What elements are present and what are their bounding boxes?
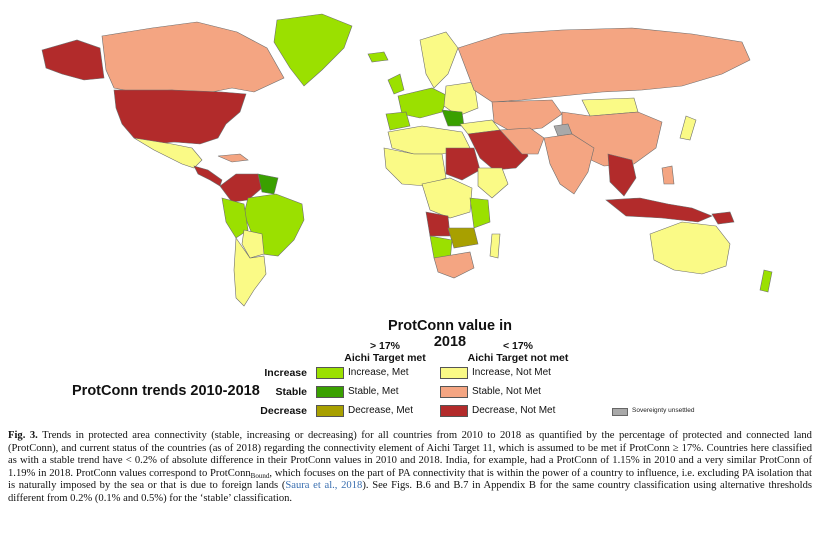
- region-se-asia: [607, 153, 637, 197]
- region-east-europe: [443, 81, 479, 117]
- region-russia: [457, 27, 751, 103]
- legend-col-not-met: < 17% Aichi Target not met: [458, 340, 578, 364]
- region-southern-cone: [233, 237, 267, 307]
- region-canada: [101, 21, 285, 95]
- region-iceland: [367, 51, 389, 63]
- region-central-asia: [491, 99, 563, 133]
- label-increase-met: Increase, Met: [348, 367, 409, 378]
- legend-row-stable: Stable: [275, 386, 307, 398]
- region-west-africa: [383, 147, 447, 187]
- caption-subscript: Bound: [250, 471, 270, 480]
- region-central-africa: [421, 177, 473, 219]
- caption-text-1: Trends in protected area connectivity (s…: [8, 430, 812, 479]
- region-balkans: [441, 109, 465, 127]
- region-india: [543, 133, 595, 195]
- region-iberia: [385, 111, 411, 131]
- region-australia: [649, 221, 731, 275]
- region-usa: [113, 89, 247, 145]
- swatch-decrease-met: [316, 405, 344, 417]
- region-iran: [499, 127, 545, 155]
- figure-caption: Fig. 3. Trends in protected area connect…: [8, 430, 812, 506]
- legend-col-met-threshold: > 17%: [369, 340, 401, 352]
- region-uk: [387, 73, 405, 95]
- swatch-increase-met: [316, 367, 344, 379]
- caption-citation-link[interactable]: Saura et al., 2018: [285, 480, 363, 492]
- region-png: [711, 211, 735, 225]
- swatch-stable-not-met: [440, 386, 468, 398]
- label-sovereignty-unsettled: Sovereignty unsettled: [632, 407, 695, 414]
- region-indonesia: [605, 197, 713, 223]
- legend-row-increase: Increase: [264, 367, 307, 379]
- legend-col-not-met-label: Aichi Target not met: [467, 352, 569, 364]
- region-mexico: [133, 137, 203, 169]
- caption-fig-number: Fig. 3.: [8, 430, 38, 441]
- legend-col-not-met-threshold: < 17%: [502, 340, 534, 352]
- swatch-stable-met: [316, 386, 344, 398]
- swatch-sovereignty-unsettled: [612, 408, 628, 416]
- region-scandinavia: [419, 31, 459, 89]
- region-japan: [679, 115, 697, 141]
- legend-title: ProtConn value in 2018: [387, 318, 513, 350]
- caption-text-3: ). See Figs. B.6 and B.7 in Appendix B f…: [8, 480, 812, 504]
- region-new-zealand: [759, 269, 773, 293]
- region-greenland: [273, 13, 353, 87]
- trends-title: ProtConn trends 2010-2018: [72, 383, 260, 399]
- label-stable-not-met: Stable, Not Met: [472, 386, 541, 397]
- label-decrease-not-met: Decrease, Not Met: [472, 405, 556, 416]
- region-south-central-africa: [447, 227, 479, 249]
- label-stable-met: Stable, Met: [348, 386, 399, 397]
- region-sudan: [445, 147, 481, 181]
- region-philippines: [661, 165, 675, 185]
- swatch-increase-not-met: [440, 367, 468, 379]
- legend-row-decrease: Decrease: [260, 405, 307, 417]
- caption-text-2: , which focuses on the part of PA connec…: [8, 467, 812, 492]
- legend-col-met-label: Aichi Target met: [344, 352, 426, 364]
- region-central-america: [193, 165, 223, 187]
- region-caribbean: [217, 153, 249, 163]
- region-angola: [425, 211, 451, 237]
- region-guianas: [257, 173, 279, 195]
- swatch-decrease-not-met: [440, 405, 468, 417]
- region-east-africa: [469, 197, 491, 229]
- region-horn: [477, 167, 509, 199]
- legend-col-met: > 17% Aichi Target met: [330, 340, 440, 364]
- region-alaska: [41, 39, 105, 81]
- region-south-africa: [433, 251, 475, 279]
- region-peru: [221, 197, 249, 239]
- world-map: [41, 13, 773, 307]
- label-decrease-met: Decrease, Met: [348, 405, 414, 416]
- region-bolivia: [241, 229, 265, 259]
- label-increase-not-met: Increase, Not Met: [472, 367, 551, 378]
- region-madagascar: [489, 233, 501, 259]
